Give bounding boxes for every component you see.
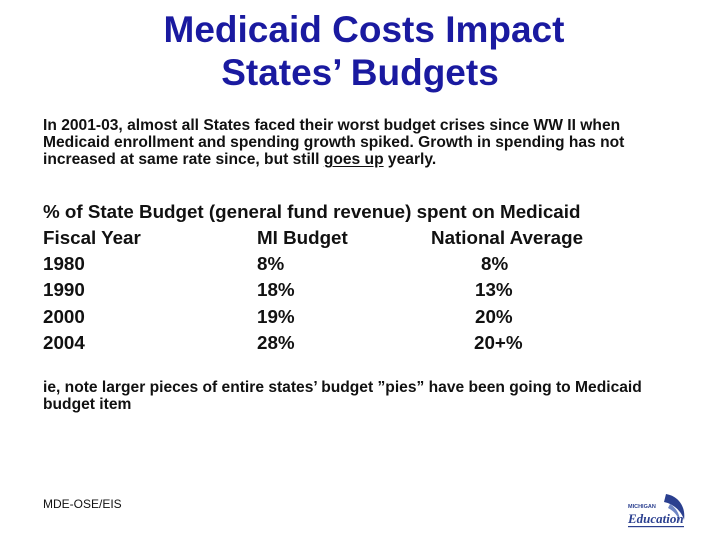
national-average-cell: 20%: [475, 306, 513, 327]
table-row: 1980 8% 8%: [0, 251, 720, 277]
national-average-cell: 8%: [481, 253, 509, 274]
intro-text-end: yearly.: [383, 151, 437, 168]
column-header-national-average: National Average: [431, 227, 584, 248]
mi-budget-cell: 8%: [257, 253, 285, 274]
intro-underlined-text: goes up: [323, 151, 384, 168]
logo-underline: [628, 526, 684, 528]
intro-paragraph: In 2001-03, almost all States faced thei…: [43, 117, 683, 168]
logo-swoosh-accent: [668, 504, 680, 522]
fiscal-year-cell: 2004: [43, 332, 85, 353]
national-average-cell: 13%: [475, 279, 513, 300]
mi-budget-cell: 28%: [257, 332, 295, 353]
table-row: 2004 28% 20+%: [0, 330, 720, 356]
table-header-row: Fiscal Year MI Budget National Average: [0, 225, 720, 251]
slide-title-line-2: States’ Budgets: [221, 52, 499, 93]
fiscal-year-cell: 1980: [43, 253, 85, 274]
logo-main-text: Education: [627, 511, 684, 526]
column-header-fiscal-year: Fiscal Year: [43, 227, 141, 248]
note-paragraph: ie, note larger pieces of entire states’…: [43, 379, 642, 413]
table-row: 1990 18% 13%: [0, 277, 720, 303]
column-header-mi-budget: MI Budget: [257, 227, 348, 248]
table-heading: % of State Budget (general fund revenue)…: [43, 201, 581, 222]
slide-title-line-1: Medicaid Costs Impact: [163, 9, 565, 50]
mi-budget-cell: 18%: [257, 279, 295, 300]
logo-swoosh-shape: [664, 494, 685, 520]
slide-title: Medicaid Costs Impact States’ Budgets: [0, 8, 720, 94]
national-average-cell: 20+%: [474, 332, 523, 353]
michigan-education-logo-icon: MICHIGAN Education: [627, 494, 685, 528]
fiscal-year-cell: 1990: [43, 279, 85, 300]
table-row: 2000 19% 20%: [0, 304, 720, 330]
mi-budget-cell: 19%: [257, 306, 295, 327]
intro-text-start: In 2001-03, almost all States faced thei…: [43, 117, 625, 168]
logo-top-text: MICHIGAN: [628, 504, 656, 510]
footer-source: MDE-OSE/EIS: [43, 497, 122, 511]
fiscal-year-cell: 2000: [43, 306, 85, 327]
